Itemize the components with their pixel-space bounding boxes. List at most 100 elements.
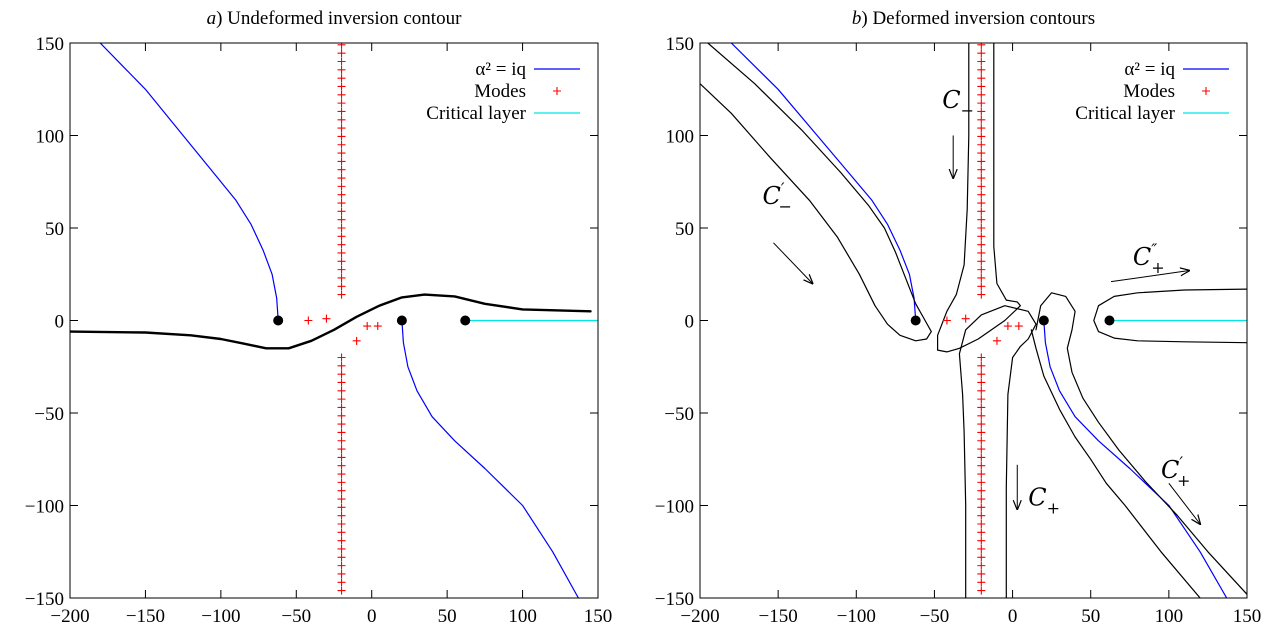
panel-b-series-C-plus-prime-inner: [1030, 329, 1201, 598]
panel-a-mode-point: [337, 370, 346, 379]
panel-b-mode-point: [977, 503, 986, 512]
panel-b-mode-point: [977, 282, 986, 291]
panel-a-mode-point: [337, 157, 346, 166]
panel-a-mode-point: [322, 314, 331, 323]
panel-b-ytick-label: −50: [664, 404, 694, 425]
panel-a-mode-point: [373, 322, 382, 331]
panel-b-mode-point: [977, 486, 986, 495]
panel-a-xtick-label: 100: [508, 606, 537, 627]
panel-b-ytick-label: 150: [666, 34, 695, 55]
panel-a: a) Undeformed inversion contour −200 −150 −…: [25, 8, 612, 627]
panel-b-xtick-label: −150: [759, 606, 798, 627]
panel-a-mode-point: [337, 395, 346, 404]
panel-b-annotation-C+: C+: [1028, 484, 1060, 518]
panel-b-annotation-C-: C−: [942, 86, 974, 120]
panel-a-plot-area: [70, 43, 598, 598]
panel-a-branch-point: [396, 315, 407, 326]
panel-a-mode-point: [337, 569, 346, 578]
panel-a-mode-point: [337, 461, 346, 470]
panel-a-mode-point: [337, 520, 346, 528]
panel-b-annotation-C+prime: C′ +: [1161, 453, 1190, 490]
panel-a-xtick-label: −150: [126, 606, 165, 627]
panel-b-mode-point: [977, 149, 986, 158]
panel-a-mode-point: [337, 536, 346, 545]
panel-a-legend-label: Modes: [474, 81, 526, 102]
panel-b-xtick-label: −100: [837, 606, 876, 627]
panel-b-mode-point: [977, 157, 986, 166]
panel-a-mode-point: [337, 561, 346, 570]
panel-b-arrow: [1110, 271, 1189, 283]
panel-a-mode-point: [304, 316, 313, 325]
panel-a-mode-point: [337, 215, 346, 224]
panel-a-mode-point: [337, 544, 346, 553]
panel-a-mode-point: [337, 273, 346, 282]
panel-a-mode-point: [337, 174, 346, 183]
panel-a-ytick-label: 150: [36, 34, 65, 55]
panel-b-mode-point: [977, 124, 986, 133]
panel-a-mode-point: [337, 132, 346, 141]
panel-a-xtick-label: 0: [367, 606, 377, 627]
panel-b-mode-point: [977, 436, 986, 445]
panel-a-xtick-label: −200: [50, 606, 89, 627]
panel-b-branch-point: [910, 315, 921, 326]
panel-b-mode-point: [977, 224, 986, 232]
panel-a-mode-point: [337, 90, 346, 99]
panel-b-branch-point: [1038, 315, 1049, 326]
panel-b-mode-point: [977, 528, 986, 537]
panel-b-mode-point: [977, 361, 986, 370]
panel-a-mode-point: [337, 265, 346, 274]
panel-b-mode-point: [977, 74, 986, 83]
panel-b-mode-point: [977, 207, 986, 216]
panel-b-mode-point: [977, 453, 986, 462]
panel-b-xtick-label: 100: [1155, 606, 1184, 627]
panel-b-mode-point: [977, 99, 986, 108]
panel-b-series-C-plus: [958, 305, 1037, 598]
panel-a-ytick-label: −50: [34, 404, 64, 425]
panel-b-mode-point: [977, 132, 986, 141]
panel-b-series-C-plus-double-prime: [1093, 288, 1247, 344]
panel-b-xtick-label: −50: [920, 606, 950, 627]
panel-b-mode-point: [977, 174, 986, 183]
panel-b-mode-point: [977, 82, 986, 91]
panel-b-mode-point: [977, 240, 986, 249]
panel-b-mode-point: [977, 428, 986, 437]
panel-b-mode-point: [977, 586, 986, 595]
panel-b-plot-area: [700, 43, 1247, 598]
panel-b-mode-point: [977, 544, 986, 553]
panel-b-mode-point: [977, 290, 986, 299]
panel-a-mode-point: [337, 578, 346, 587]
panel-a-mode-point: [337, 353, 346, 362]
panel-b-mode-point: [977, 561, 986, 570]
panel-a-legend-swatch: [553, 87, 561, 95]
panel-a-mode-point: [337, 470, 346, 479]
panel-b-mode-point: [977, 461, 986, 470]
panel-a-ytick-label: 50: [45, 219, 64, 240]
panel-b-annotation-C+doubleprime: C″ +: [1133, 240, 1165, 277]
panel-b-series-alpha-upper: [730, 43, 917, 322]
panel-a-mode-point: [337, 248, 346, 257]
panel-b-mode-point: [977, 370, 986, 379]
panel-a-mode-point: [363, 322, 372, 331]
panel-a-mode-point: [337, 420, 346, 429]
panel-a-mode-point: [337, 282, 346, 291]
panel-a-mode-point: [337, 495, 346, 504]
panel-a-mode-point: [337, 528, 346, 537]
panel-a-mode-point: [337, 224, 346, 232]
panel-b-branch-point: [1104, 315, 1115, 326]
panel-b-mode-point: [977, 353, 986, 362]
panel-a-mode-point: [337, 403, 346, 412]
panel-a-mode-point: [337, 140, 346, 149]
panel-a-mode-point: [337, 486, 346, 495]
panel-b-legend-swatch: [1202, 87, 1210, 95]
panel-a-mode-point: [337, 445, 346, 454]
panel-b-mode-point: [1014, 322, 1023, 331]
panel-a-mode-point: [337, 149, 346, 158]
panel-b-mode-point: [977, 553, 986, 562]
panel-a-mode-point: [337, 165, 346, 174]
panel-a-mode-point: [337, 386, 346, 395]
panel-a-mode-point: [337, 411, 346, 420]
panel-a-series-alpha-upper: [99, 43, 279, 322]
panel-a-title: a) Undeformed inversion contour: [207, 8, 463, 29]
